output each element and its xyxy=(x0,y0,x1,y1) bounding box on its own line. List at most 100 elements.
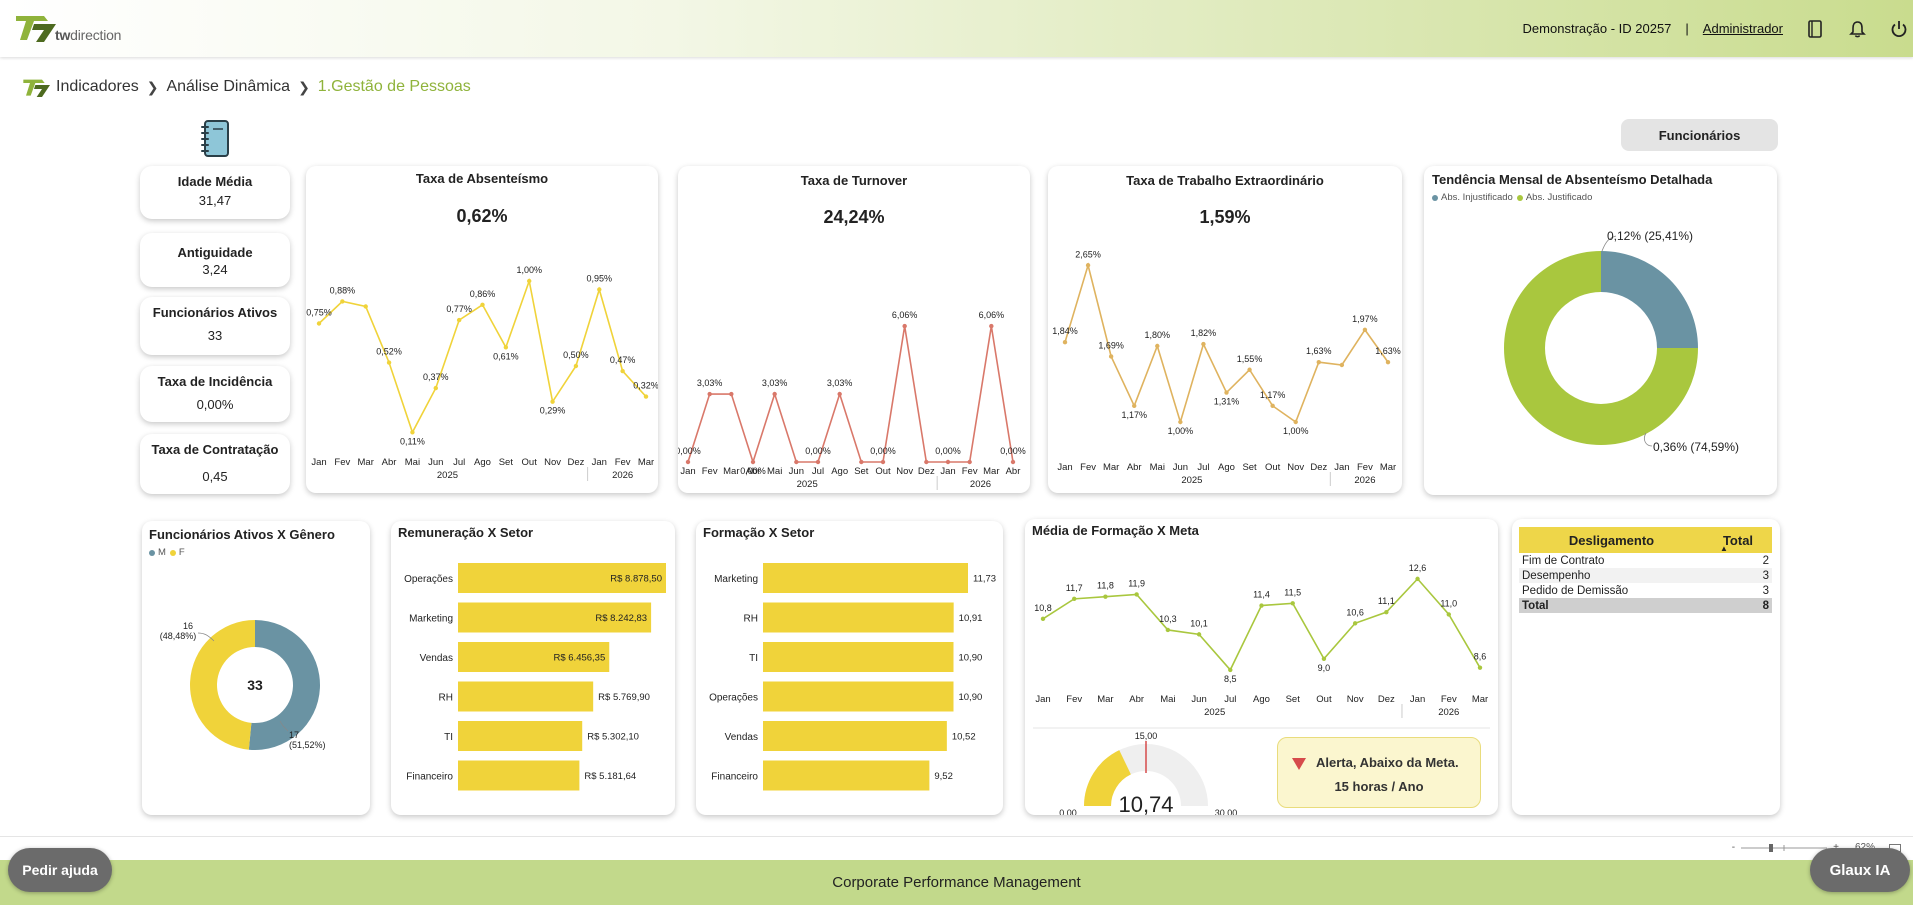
x-tick-label: Mar xyxy=(638,457,654,468)
label-leader xyxy=(279,720,289,732)
data-label: 1,00% xyxy=(516,265,542,275)
genero-donut-chart: 33 17(51,52%) 16(48,48%) xyxy=(160,620,326,750)
funcionarios-filter-button[interactable]: Funcionários xyxy=(1621,119,1778,151)
legend-injustificado: Abs. Injustificado xyxy=(1441,192,1513,203)
tendencia-card: Tendência Mensal de Absenteísmo Detalhad… xyxy=(1424,166,1777,495)
data-label: 9,52 xyxy=(934,771,953,782)
formacao-setor-title: Formação X Setor xyxy=(703,525,815,540)
breadcrumb-analise-dinamica[interactable]: Análise Dinâmica xyxy=(166,78,291,95)
power-icon[interactable] xyxy=(1889,19,1909,39)
meta-alert-box: Alerta, Abaixo da Meta. 15 horas / Ano xyxy=(1277,737,1481,808)
glaux-ia-button[interactable]: Glaux IA xyxy=(1810,848,1910,892)
genero-card: Funcionários Ativos X Gênero M F 33 17 (51… xyxy=(142,521,370,815)
admin-link[interactable]: Administrador xyxy=(1702,21,1783,36)
data-point xyxy=(620,368,625,374)
data-point xyxy=(363,304,368,309)
x-year-label: 2025 xyxy=(1204,707,1225,718)
bar xyxy=(763,681,954,712)
x-tick-label: Nov xyxy=(544,457,561,468)
data-point xyxy=(1165,627,1171,633)
formacao-meta-title: Média de Formação X Meta xyxy=(1032,523,1199,538)
data-label: 0,29% xyxy=(540,406,566,416)
data-label: 11,1 xyxy=(1378,596,1395,606)
x-tick-label: Ago xyxy=(1218,462,1235,473)
x-tick-label: Mar xyxy=(1380,462,1396,473)
data-label: 0,75% xyxy=(306,308,332,318)
footer-text: Corporate Performance Management xyxy=(832,874,1081,891)
data-point xyxy=(729,391,734,397)
x-tick-label: Jul xyxy=(1224,694,1236,705)
data-label: 6,06% xyxy=(979,310,1005,320)
x-year-label: 2026 xyxy=(1354,475,1375,486)
data-label: 0,77% xyxy=(446,304,472,314)
header-desligamento[interactable]: Desligamento xyxy=(1519,527,1704,553)
data-point xyxy=(1072,596,1077,602)
x-tick-label: Mar xyxy=(1103,462,1119,473)
category-label: Vendas xyxy=(725,732,758,743)
x-tick-label: Mai xyxy=(1150,462,1165,473)
data-label: 0,32% xyxy=(633,381,658,391)
data-label: 1,84% xyxy=(1052,326,1078,336)
help-button[interactable]: Pedir ajuda xyxy=(8,848,112,892)
table-row: Pedido de Demissão 3 xyxy=(1522,584,1769,597)
x-tick-label: Jan xyxy=(1334,462,1349,473)
zoom-in-button[interactable]: + xyxy=(1833,842,1839,853)
data-label: 0,88% xyxy=(330,285,356,295)
bar xyxy=(763,602,954,633)
x-tick-label: Abr xyxy=(1006,466,1021,477)
pie-slice xyxy=(1601,251,1698,348)
data-label: 0,00% xyxy=(805,446,831,456)
data-label: R$ 8.242,83 xyxy=(595,613,647,624)
logo-text: twdirection xyxy=(55,27,122,43)
alert-line-2: 15 horas / Ano xyxy=(1334,779,1424,794)
x-tick-label: Jan xyxy=(680,466,695,477)
zoom-slider[interactable] xyxy=(1739,843,1829,853)
zoom-out-button[interactable]: - xyxy=(1731,842,1736,853)
data-label: 2,65% xyxy=(1075,249,1101,259)
label-leader xyxy=(197,632,215,642)
category-label: RH xyxy=(744,614,758,625)
x-tick-label: Mar xyxy=(1472,694,1488,705)
data-point xyxy=(456,317,462,323)
x-tick-label: Set xyxy=(854,466,869,477)
book-icon[interactable] xyxy=(1805,19,1825,39)
data-label: R$ 6.456,35 xyxy=(553,653,605,664)
sort-asc-icon[interactable]: ▲ xyxy=(1720,544,1728,553)
bell-icon[interactable] xyxy=(1847,19,1867,39)
data-point xyxy=(685,459,691,465)
data-label: R$ 5.302,10 xyxy=(587,732,639,743)
category-label: Operações xyxy=(404,574,453,585)
category-label: RH xyxy=(439,693,453,704)
legend-dot xyxy=(1432,194,1438,201)
data-label: 0,52% xyxy=(376,347,402,357)
data-point xyxy=(503,345,509,350)
data-point xyxy=(1477,665,1483,670)
data-point xyxy=(750,459,756,465)
notebook-icon[interactable] xyxy=(201,119,231,159)
bar xyxy=(763,642,954,672)
breadcrumb-indicadores[interactable]: Indicadores xyxy=(56,78,139,95)
x-year-label: 2025 xyxy=(797,479,818,490)
data-point xyxy=(550,399,555,404)
data-label: 1,69% xyxy=(1098,340,1124,350)
data-label: 8,5 xyxy=(1224,674,1237,684)
data-label: 1,17% xyxy=(1121,410,1147,420)
data-point xyxy=(1321,656,1327,661)
x-tick-label: Ago xyxy=(474,457,491,468)
x-year-label: 2026 xyxy=(612,470,633,481)
data-point xyxy=(859,459,864,465)
twdirection-logo[interactable] xyxy=(14,12,134,44)
data-point xyxy=(989,323,994,329)
bar xyxy=(458,681,594,712)
data-label: 3,03% xyxy=(762,378,788,388)
header-total[interactable]: Total ▲ xyxy=(1704,527,1772,553)
x-tick-label: Dez xyxy=(1378,694,1395,705)
breadcrumb-current: 1.Gestão de Pessoas xyxy=(317,78,471,95)
data-point xyxy=(643,394,649,399)
data-label: 1,17% xyxy=(1260,390,1286,400)
data-point xyxy=(1085,263,1091,268)
home-logo-icon[interactable] xyxy=(22,77,50,97)
data-point xyxy=(1259,603,1264,608)
x-tick-label: Jan xyxy=(592,457,607,468)
bar xyxy=(763,563,968,593)
